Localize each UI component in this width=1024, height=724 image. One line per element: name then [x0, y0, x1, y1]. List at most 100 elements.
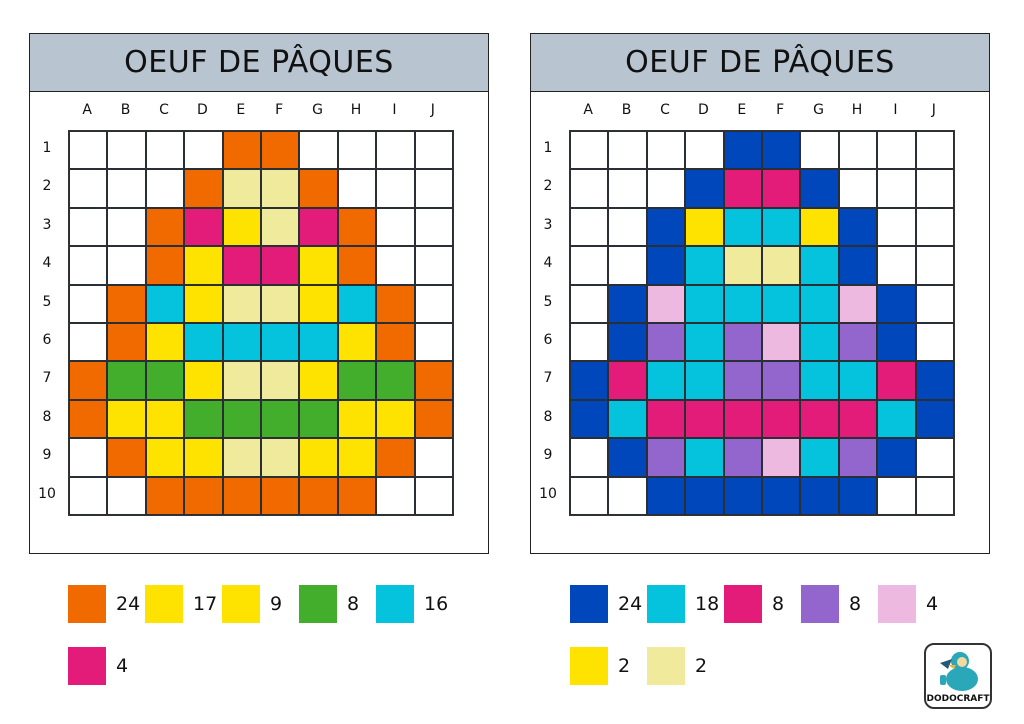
grid-cell[interactable]: [800, 207, 839, 247]
grid-cell[interactable]: [184, 207, 223, 247]
grid-cell[interactable]: [646, 169, 686, 208]
grid-cell[interactable]: [145, 284, 185, 323]
grid-cell[interactable]: [222, 131, 261, 170]
grid-cell[interactable]: [685, 246, 724, 285]
grid-cell[interactable]: [685, 438, 724, 477]
grid-cell[interactable]: [800, 322, 839, 362]
grid-cell[interactable]: [761, 476, 801, 515]
grid-cell[interactable]: [877, 207, 916, 247]
grid-cell[interactable]: [337, 246, 377, 285]
grid-cell[interactable]: [222, 246, 261, 285]
grid-cell[interactable]: [838, 169, 878, 208]
grid-cell[interactable]: [299, 169, 338, 208]
grid-cell[interactable]: [761, 322, 801, 362]
grid-cell[interactable]: [260, 438, 300, 477]
grid-cell[interactable]: [222, 438, 261, 477]
grid-cell[interactable]: [337, 169, 377, 208]
grid-cell[interactable]: [184, 131, 223, 170]
grid-cell[interactable]: [222, 169, 261, 208]
grid-cell[interactable]: [915, 246, 954, 285]
grid-cell[interactable]: [414, 399, 453, 439]
grid-cell[interactable]: [570, 361, 609, 400]
grid-cell[interactable]: [915, 322, 954, 362]
grid-cell[interactable]: [69, 207, 108, 247]
grid-cell[interactable]: [723, 438, 762, 477]
grid-cell[interactable]: [337, 476, 377, 515]
grid-cell[interactable]: [184, 399, 223, 439]
grid-cell[interactable]: [915, 131, 954, 170]
grid-cell[interactable]: [877, 399, 916, 439]
grid-cell[interactable]: [299, 399, 338, 439]
grid-cell[interactable]: [800, 284, 839, 323]
grid-cell[interactable]: [761, 438, 801, 477]
grid-cell[interactable]: [184, 169, 223, 208]
grid-cell[interactable]: [608, 361, 647, 400]
grid-cell[interactable]: [107, 322, 146, 362]
grid-cell[interactable]: [608, 438, 647, 477]
grid-cell[interactable]: [260, 131, 300, 170]
grid-cell[interactable]: [299, 438, 338, 477]
grid-cell[interactable]: [260, 476, 300, 515]
grid-cell[interactable]: [222, 284, 261, 323]
grid-cell[interactable]: [570, 131, 609, 170]
grid-cell[interactable]: [184, 284, 223, 323]
grid-cell[interactable]: [184, 322, 223, 362]
grid-cell[interactable]: [608, 284, 647, 323]
grid-cell[interactable]: [570, 284, 609, 323]
grid-cell[interactable]: [145, 207, 185, 247]
grid-cell[interactable]: [915, 207, 954, 247]
grid-cell[interactable]: [222, 207, 261, 247]
grid-cell[interactable]: [337, 399, 377, 439]
grid-cell[interactable]: [838, 284, 878, 323]
grid-cell[interactable]: [184, 246, 223, 285]
grid-cell[interactable]: [337, 207, 377, 247]
grid-cell[interactable]: [184, 476, 223, 515]
grid-cell[interactable]: [299, 207, 338, 247]
grid-cell[interactable]: [877, 361, 916, 400]
grid-cell[interactable]: [69, 399, 108, 439]
grid-cell[interactable]: [761, 246, 801, 285]
grid-cell[interactable]: [107, 361, 146, 400]
grid-cell[interactable]: [414, 169, 453, 208]
grid-cell[interactable]: [69, 438, 108, 477]
grid-cell[interactable]: [145, 169, 185, 208]
grid-cell[interactable]: [761, 284, 801, 323]
grid-cell[interactable]: [107, 438, 146, 477]
grid-cell[interactable]: [145, 476, 185, 515]
grid-cell[interactable]: [877, 322, 916, 362]
grid-cell[interactable]: [414, 284, 453, 323]
grid-cell[interactable]: [376, 284, 415, 323]
grid-cell[interactable]: [723, 361, 762, 400]
grid-cell[interactable]: [69, 169, 108, 208]
grid-cell[interactable]: [761, 207, 801, 247]
grid-cell[interactable]: [761, 399, 801, 439]
grid-cell[interactable]: [838, 131, 878, 170]
grid-cell[interactable]: [800, 131, 839, 170]
grid-cell[interactable]: [299, 246, 338, 285]
grid-cell[interactable]: [646, 131, 686, 170]
grid-cell[interactable]: [761, 361, 801, 400]
grid-cell[interactable]: [608, 246, 647, 285]
grid-cell[interactable]: [838, 438, 878, 477]
grid-cell[interactable]: [723, 131, 762, 170]
grid-cell[interactable]: [299, 476, 338, 515]
grid-cell[interactable]: [646, 476, 686, 515]
grid-cell[interactable]: [260, 169, 300, 208]
grid-cell[interactable]: [337, 361, 377, 400]
grid-cell[interactable]: [222, 476, 261, 515]
grid-cell[interactable]: [608, 322, 647, 362]
grid-cell[interactable]: [723, 246, 762, 285]
grid-cell[interactable]: [646, 438, 686, 477]
grid-cell[interactable]: [107, 169, 146, 208]
grid-cell[interactable]: [376, 438, 415, 477]
grid-cell[interactable]: [222, 322, 261, 362]
grid-cell[interactable]: [414, 438, 453, 477]
grid-cell[interactable]: [414, 361, 453, 400]
grid-cell[interactable]: [608, 131, 647, 170]
grid-cell[interactable]: [570, 207, 609, 247]
grid-cell[interactable]: [570, 438, 609, 477]
grid-cell[interactable]: [337, 284, 377, 323]
grid-cell[interactable]: [685, 399, 724, 439]
grid-cell[interactable]: [299, 131, 338, 170]
grid-cell[interactable]: [376, 246, 415, 285]
